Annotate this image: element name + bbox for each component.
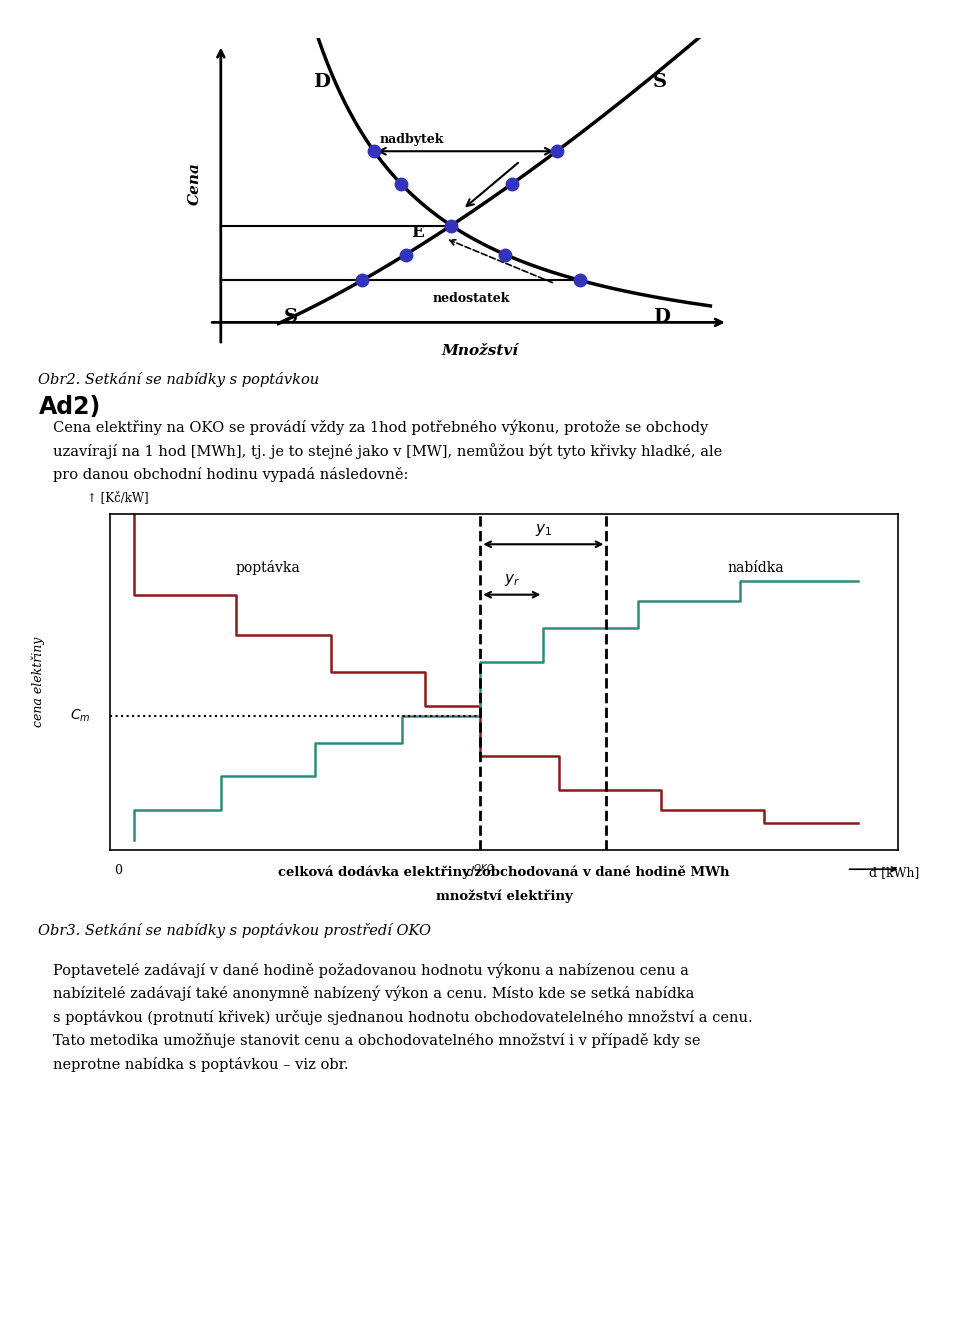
Text: neprotne nabídka s poptávkou – viz obr.: neprotne nabídka s poptávkou – viz obr. (53, 1057, 348, 1072)
Text: d [kWh]: d [kWh] (869, 866, 919, 879)
Text: D: D (653, 308, 670, 327)
Text: nabízitelé zadávají také anonymně nabízený výkon a cenu. Místo kde se setká nabí: nabízitelé zadávají také anonymně nabíze… (53, 986, 694, 1002)
Text: poptávka: poptávka (235, 560, 300, 575)
Text: Množství: Množství (442, 344, 518, 358)
Text: Obr2. Setkání se nabídky s poptávkou: Obr2. Setkání se nabídky s poptávkou (38, 372, 320, 386)
Text: Poptavetelé zadávají v dané hodině požadovanou hodnotu výkonu a nabízenou cenu a: Poptavetelé zadávají v dané hodině požad… (53, 962, 688, 978)
Text: S: S (284, 308, 299, 327)
Text: nabídka: nabídka (728, 560, 784, 575)
Text: Tato metodika umožňuje stanovit cenu a obchodovatelného množství i v případě kdy: Tato metodika umožňuje stanovit cenu a o… (53, 1033, 700, 1048)
Text: množství elektřiny: množství elektřiny (436, 890, 572, 903)
Text: 0: 0 (114, 863, 122, 876)
Text: ↑ [Kč/kW]: ↑ [Kč/kW] (86, 490, 149, 503)
Text: $y_1$: $y_1$ (535, 522, 552, 538)
Text: E: E (411, 224, 423, 241)
Text: Ad2): Ad2) (38, 395, 101, 419)
Text: $y_r$: $y_r$ (504, 572, 520, 588)
Text: $C_m$: $C_m$ (70, 708, 90, 724)
Text: s poptávkou (protnutí křivek) určuje sjednanou hodnotu obchodovatelelného množst: s poptávkou (protnutí křivek) určuje sje… (53, 1010, 753, 1024)
Text: $d^{OKO}$: $d^{OKO}$ (466, 863, 495, 880)
Text: cena elektřiny: cena elektřiny (32, 637, 45, 728)
Text: Cena elektřiny na OKO se provádí vždy za 1hod potřebného výkonu, protože se obch: Cena elektřiny na OKO se provádí vždy za… (53, 419, 708, 435)
Text: uzavírají na 1 hod [MWh], tj. je to stejné jako v [MW], nemůžou být tyto křivky : uzavírají na 1 hod [MWh], tj. je to stej… (53, 443, 722, 459)
Text: nedostatek: nedostatek (433, 291, 510, 304)
Text: nadbytek: nadbytek (380, 133, 444, 146)
Text: S: S (653, 72, 667, 91)
Text: Cena: Cena (188, 162, 202, 206)
Text: Obr3. Setkání se nabídky s poptávkou prostředí OKO: Obr3. Setkání se nabídky s poptávkou pro… (38, 923, 431, 937)
Text: pro danou obchodní hodinu vypadá následovně:: pro danou obchodní hodinu vypadá následo… (53, 467, 408, 481)
Text: celková dodávka elektřiny zobchodovaná v dané hodině MWh: celková dodávka elektřiny zobchodovaná v… (278, 866, 730, 879)
Text: D: D (313, 72, 330, 91)
